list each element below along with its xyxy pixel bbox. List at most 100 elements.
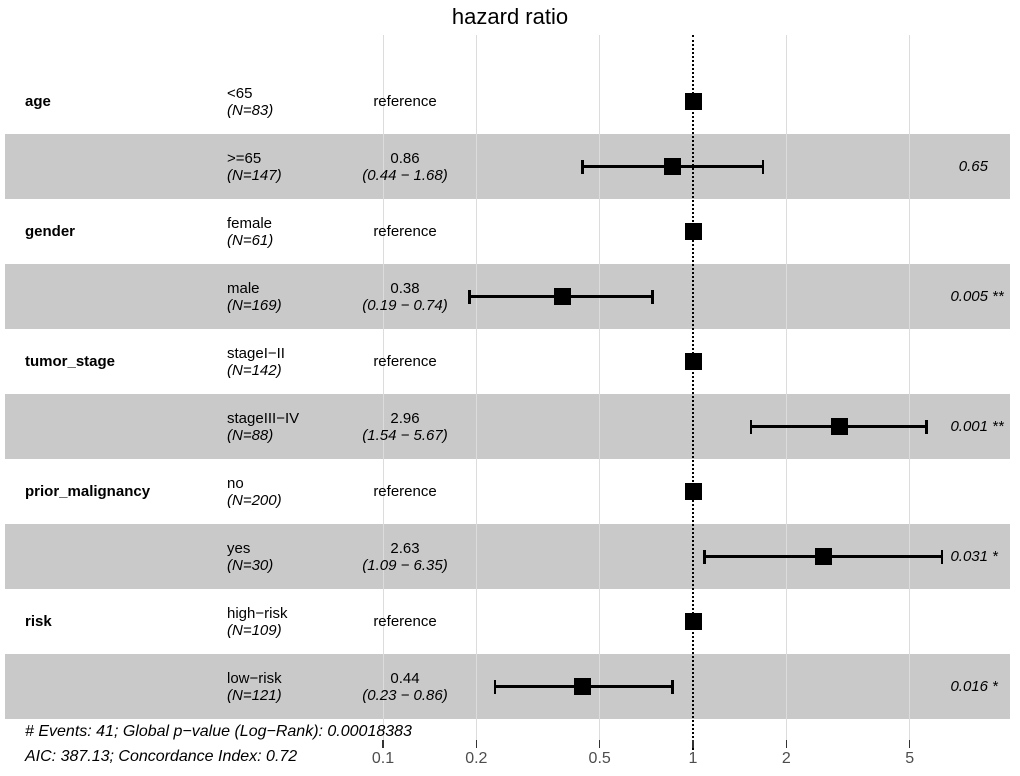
level-label: <65 — [227, 84, 253, 102]
variable-label: risk — [25, 612, 52, 630]
axis-tick-label: 0.2 — [465, 750, 488, 767]
n-label: (N=142) — [227, 361, 282, 379]
n-label: (N=169) — [227, 296, 282, 314]
n-label: (N=147) — [227, 166, 282, 184]
level-label: >=65 — [227, 149, 262, 167]
hr-estimate-label: reference — [373, 612, 437, 630]
footer-events-pvalue: # Events: 41; Global p−value (Log−Rank):… — [25, 723, 412, 740]
ci-cap-low — [749, 419, 753, 434]
hr-point-marker — [684, 483, 702, 500]
ci-cap-high — [651, 289, 654, 304]
n-label: (N=88) — [227, 426, 274, 444]
hr-ci-label: (0.19 − 0.74) — [362, 296, 448, 314]
level-block: male (N=169) — [227, 280, 282, 314]
estimate-block: reference — [295, 613, 515, 630]
hr-estimate-label: reference — [373, 222, 437, 240]
level-label: no — [227, 474, 244, 492]
level-label: female — [227, 214, 273, 232]
level-block: >=65 (N=147) — [227, 150, 282, 184]
level-block: <65 (N=83) — [227, 85, 273, 119]
ci-cap-high — [671, 679, 674, 694]
level-block: stageI−II (N=142) — [227, 345, 285, 379]
hr-estimate-label: 0.44 — [390, 669, 420, 687]
hr-estimate-label: reference — [373, 482, 437, 500]
significance-stars: ** — [992, 287, 1004, 305]
estimate-block: reference — [295, 223, 515, 240]
hr-point-marker — [684, 93, 702, 110]
gridline — [475, 35, 477, 740]
axis-tick-label: 1 — [688, 750, 698, 767]
significance-stars: * — [992, 677, 998, 695]
p-value-label: 0.005 — [950, 287, 988, 305]
ci-cap-high — [940, 549, 944, 564]
estimate-block: reference — [295, 93, 515, 110]
hr-estimate-label: reference — [373, 352, 437, 370]
axis-tick-label: 0.5 — [588, 750, 611, 767]
significance-stars: ** — [992, 417, 1004, 435]
ci-cap-low — [581, 159, 584, 174]
axis-tick — [382, 740, 384, 748]
level-label: high−risk — [227, 604, 288, 622]
ci-cap-high — [761, 159, 765, 174]
ci-cap-low — [468, 289, 471, 304]
axis-tick-label: 2 — [781, 750, 791, 767]
level-label: male — [227, 279, 260, 297]
hr-estimate-label: 2.63 — [390, 539, 420, 557]
axis-tick-label: 5 — [905, 750, 915, 767]
footer-aic-concordance: AIC: 387.13; Concordance Index: 0.72 — [25, 748, 298, 765]
hr-point-marker — [814, 548, 832, 565]
axis-tick — [785, 740, 788, 748]
estimate-block: 0.44 (0.23 − 0.86) — [295, 670, 515, 704]
p-value-label: 0.031 — [950, 547, 988, 565]
variable-label: prior_malignancy — [25, 482, 151, 500]
ci-cap-low — [703, 549, 706, 564]
hr-ci-label: (1.54 − 5.67) — [362, 426, 448, 444]
p-value-label: 0.001 — [950, 417, 988, 435]
gridline — [382, 35, 384, 740]
p-value-label: 0.65 — [958, 157, 988, 175]
gridline — [909, 35, 911, 740]
estimate-block: reference — [295, 483, 515, 500]
level-block: no (N=200) — [227, 475, 282, 509]
n-label: (N=109) — [227, 621, 282, 639]
hr-estimate-label: 2.96 — [390, 409, 420, 427]
reference-line — [691, 35, 694, 750]
gridline — [785, 35, 787, 740]
chart-title: hazard ratio — [451, 4, 569, 29]
hr-ci-label: (0.44 − 1.68) — [362, 166, 448, 184]
hr-estimate-label: 0.38 — [390, 279, 420, 297]
row-shade-band — [5, 134, 1010, 199]
estimate-block: 0.38 (0.19 − 0.74) — [295, 280, 515, 314]
level-block: low−risk (N=121) — [227, 670, 282, 704]
hr-point-marker — [684, 223, 702, 240]
level-label: stageI−II — [227, 344, 285, 362]
ci-cap-high — [925, 419, 928, 434]
hr-ci-label: (0.23 − 0.86) — [362, 686, 448, 704]
estimate-block: reference — [295, 353, 515, 370]
axis-tick-label: 0.1 — [371, 750, 395, 767]
gridline — [599, 35, 601, 740]
variable-label: tumor_stage — [25, 352, 116, 370]
axis-tick — [475, 740, 478, 748]
level-label: stageIII−IV — [227, 409, 300, 427]
n-label: (N=200) — [227, 491, 282, 509]
hr-point-marker — [684, 613, 702, 630]
ci-cap-low — [493, 679, 497, 694]
hr-estimate-label: 0.86 — [390, 149, 420, 167]
estimate-block: 2.96 (1.54 − 5.67) — [295, 410, 515, 444]
estimate-block: 0.86 (0.44 − 1.68) — [295, 150, 515, 184]
axis-tick — [692, 740, 694, 748]
level-block: yes (N=30) — [227, 540, 273, 574]
n-label: (N=83) — [227, 101, 274, 119]
hr-point-marker — [664, 158, 682, 175]
n-label: (N=30) — [227, 556, 274, 574]
hr-point-marker — [830, 418, 848, 435]
n-label: (N=121) — [227, 686, 282, 704]
hr-estimate-label: reference — [373, 92, 437, 110]
hr-point-marker — [554, 288, 572, 305]
